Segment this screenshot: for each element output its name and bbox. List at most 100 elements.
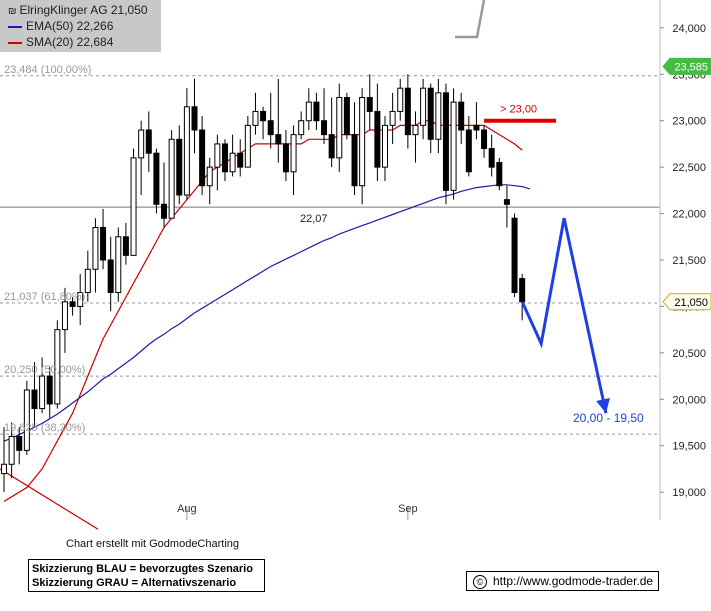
candle-body <box>260 110 267 122</box>
price-tag: 21,050 <box>662 293 711 311</box>
reference-line-label: 23,484 (100,00%) <box>4 64 91 76</box>
ema50-line <box>3 184 530 442</box>
legend: ₪ ElringKlinger AG 21,050 EMA(50) 22,266 … <box>0 0 161 52</box>
candle-body <box>199 129 206 187</box>
candle-body <box>31 389 38 410</box>
candle-body <box>359 97 366 187</box>
candle-body <box>1 463 7 475</box>
legend-title: ElringKlinger AG 21,050 <box>19 3 148 17</box>
candle-body <box>481 129 488 150</box>
y-tick-label: 22,500 <box>672 162 706 174</box>
candle-body <box>290 134 297 173</box>
y-tick-label: 24,000 <box>672 23 706 35</box>
candle-body <box>138 129 145 159</box>
candle-body <box>382 124 388 168</box>
legend-sma: SMA(20) 22,684 <box>26 35 114 49</box>
ema-line-layer <box>3 184 530 442</box>
candle-body <box>77 292 84 307</box>
candle-body <box>23 389 30 451</box>
candle-body <box>305 101 312 122</box>
candle-body <box>404 87 411 136</box>
scenario-grey: Skizzierung GRAU = Alternativszenario <box>32 577 237 589</box>
candle-body <box>221 143 228 173</box>
candle-body <box>328 134 335 159</box>
y-tick-label: 22,000 <box>672 209 706 221</box>
candle-body <box>343 97 350 136</box>
candle-body <box>389 110 396 126</box>
y-tick-label: 19,000 <box>672 487 706 499</box>
candle-body <box>145 129 152 154</box>
candle-body <box>237 152 244 168</box>
candle-body <box>298 120 305 136</box>
candle-body <box>450 101 457 191</box>
old-sma-segment <box>0 468 99 530</box>
candle-body <box>84 268 91 293</box>
source-link[interactable]: © http://www.godmode-trader.de <box>466 571 659 591</box>
candle-body <box>16 435 23 451</box>
sma-swatch <box>8 41 22 44</box>
reference-line-label: 19,625 (38,20%) <box>4 422 85 434</box>
candle-body <box>427 87 434 140</box>
ema-swatch <box>8 25 22 28</box>
grey-scenario-path <box>455 0 486 39</box>
candle-body <box>252 110 259 126</box>
candle-body <box>214 143 221 168</box>
legend-title-row: ₪ ElringKlinger AG 21,050 <box>8 3 148 17</box>
candle-body <box>313 101 320 122</box>
candle-body <box>168 138 175 219</box>
candle-body <box>458 101 465 131</box>
blue-scenario-path <box>520 217 608 414</box>
price-tag-label: 23,585 <box>674 61 708 73</box>
candle-body <box>275 134 282 145</box>
candle-body <box>465 129 472 173</box>
candle-body <box>397 87 404 112</box>
labels-layer: 22,07 23,484 (100,00%) 21,037 (61,80%) 20,2… <box>4 64 644 434</box>
candle-body <box>61 301 68 331</box>
y-tick-label: 21,500 <box>672 255 706 267</box>
y-tick-label: 23,000 <box>672 116 706 128</box>
y-axis-layer: 19,00019,50020,00020,50021,00021,50022,0… <box>177 0 711 520</box>
candle-body <box>206 166 213 187</box>
candles-layer <box>1 74 526 493</box>
candle-body <box>351 134 358 187</box>
candle-body <box>519 278 526 303</box>
price-tag-shape <box>662 293 711 311</box>
reference-line-label: 22,07 <box>300 213 328 225</box>
candle-body <box>511 217 518 293</box>
candle-body <box>54 329 61 405</box>
candle-body <box>8 435 15 465</box>
candle-body <box>488 148 495 168</box>
scenario-arrowhead <box>596 398 610 414</box>
candle-body <box>442 92 449 191</box>
resistance-label: > 23,00 <box>500 104 537 116</box>
reference-line-label: 20,250 (50,00%) <box>4 364 85 376</box>
candle-body <box>503 199 510 205</box>
candle-body <box>244 124 251 168</box>
candle-body <box>130 157 137 256</box>
legend-sma-row: SMA(20) 22,684 <box>8 35 113 49</box>
candle-body <box>191 106 198 131</box>
candle-body <box>374 110 381 168</box>
chart-icon: ₪ <box>8 6 17 17</box>
candle-body <box>267 120 274 136</box>
candle-body <box>100 227 107 261</box>
price-tag-label: 21,050 <box>674 297 708 309</box>
x-tick-label: Aug <box>177 503 197 515</box>
candle-body <box>46 375 53 405</box>
candle-body <box>412 124 419 136</box>
candle-body <box>39 375 46 410</box>
candle-body <box>115 236 122 294</box>
candle-body <box>336 97 343 159</box>
candle-body <box>420 87 427 126</box>
scenario-blue: Skizzierung BLAU = bevorzugtes Szenario <box>32 563 253 575</box>
candle-body <box>122 236 129 256</box>
source-url[interactable]: http://www.godmode-trader.de <box>493 574 654 588</box>
x-tick-label: Sep <box>398 503 418 515</box>
y-tick-label: 19,500 <box>672 441 706 453</box>
candle-body <box>473 124 480 131</box>
candle-body <box>161 203 168 219</box>
price-tag: 23,585 <box>662 57 711 75</box>
chart-credit: Chart erstellt mit GodmodeCharting <box>66 538 240 550</box>
candle-body <box>92 227 99 270</box>
